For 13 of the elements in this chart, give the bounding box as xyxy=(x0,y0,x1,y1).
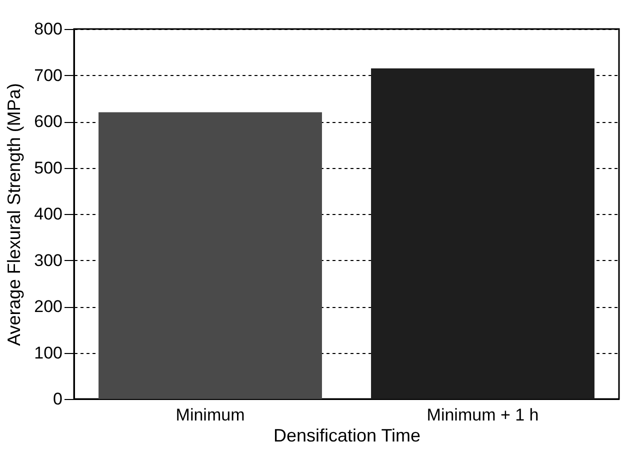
y-tick-label: 700 xyxy=(34,66,62,85)
x-tick-label: Minimum + 1 h xyxy=(426,406,539,424)
y-tick-label: 0 xyxy=(53,390,62,408)
y-tick-label: 200 xyxy=(34,297,62,316)
y-tick-label: 400 xyxy=(34,204,62,224)
y-tick-label: 600 xyxy=(34,112,62,131)
x-tick-label: Minimum xyxy=(176,406,245,424)
x-axis-title: Densification Time xyxy=(273,426,421,446)
y-tick-label: 500 xyxy=(34,158,62,178)
y-tick-label: 300 xyxy=(34,250,62,270)
y-tick-label: 100 xyxy=(34,343,62,362)
y-axis-title: Average Flexural Strength (MPa) xyxy=(4,83,24,346)
y-tick-label: 800 xyxy=(34,20,62,38)
